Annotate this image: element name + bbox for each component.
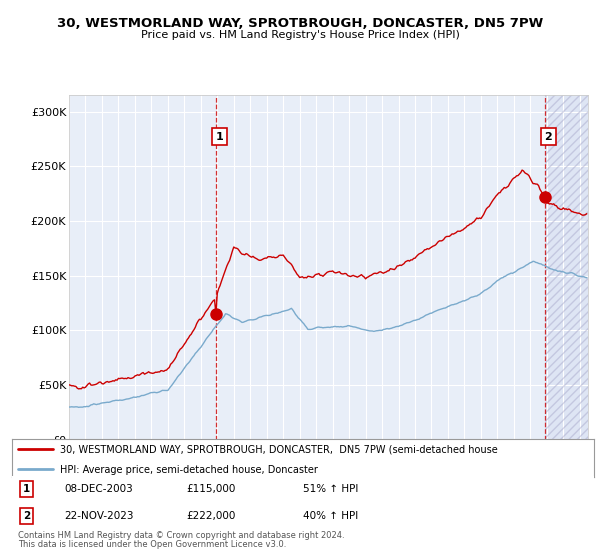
Text: HPI: Average price, semi-detached house, Doncaster: HPI: Average price, semi-detached house,…	[60, 464, 317, 474]
Text: 30, WESTMORLAND WAY, SPROTBROUGH, DONCASTER,  DN5 7PW (semi-detached house: 30, WESTMORLAND WAY, SPROTBROUGH, DONCAS…	[60, 444, 497, 454]
Text: This data is licensed under the Open Government Licence v3.0.: This data is licensed under the Open Gov…	[18, 540, 286, 549]
Text: 2: 2	[545, 132, 553, 142]
Text: 22-NOV-2023: 22-NOV-2023	[64, 511, 134, 521]
Text: Price paid vs. HM Land Registry's House Price Index (HPI): Price paid vs. HM Land Registry's House …	[140, 30, 460, 40]
Text: 51% ↑ HPI: 51% ↑ HPI	[303, 484, 358, 494]
Text: 2: 2	[23, 511, 30, 521]
Bar	[545, 95, 588, 440]
Text: 40% ↑ HPI: 40% ↑ HPI	[303, 511, 358, 521]
Text: 1: 1	[215, 132, 223, 142]
Bar	[545, 95, 588, 440]
Text: £222,000: £222,000	[187, 511, 236, 521]
Text: Contains HM Land Registry data © Crown copyright and database right 2024.: Contains HM Land Registry data © Crown c…	[18, 531, 344, 540]
Text: £115,000: £115,000	[187, 484, 236, 494]
Text: 30, WESTMORLAND WAY, SPROTBROUGH, DONCASTER, DN5 7PW: 30, WESTMORLAND WAY, SPROTBROUGH, DONCAS…	[57, 17, 543, 30]
Text: 08-DEC-2003: 08-DEC-2003	[64, 484, 133, 494]
Text: 1: 1	[23, 484, 30, 494]
